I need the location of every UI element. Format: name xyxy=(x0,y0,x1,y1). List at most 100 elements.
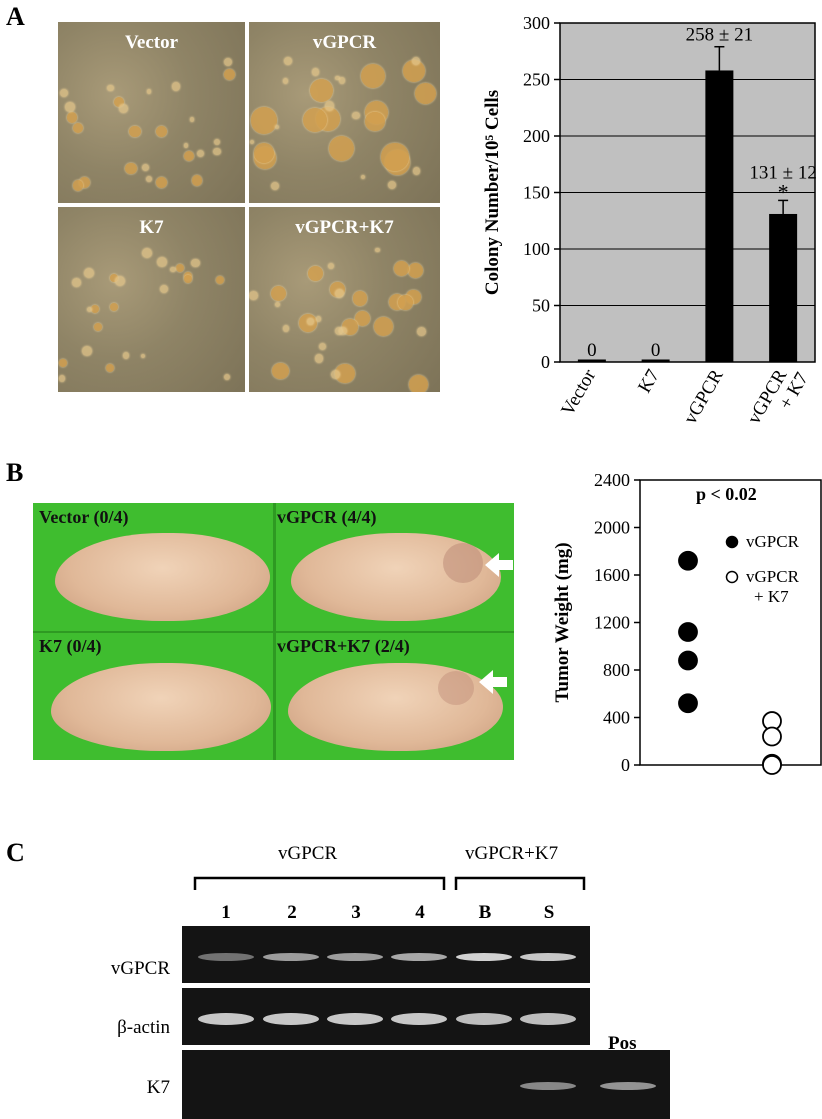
colony-spot xyxy=(353,291,368,306)
gel-band xyxy=(327,953,383,961)
y-tick-label: 200 xyxy=(523,126,550,146)
colony-spot xyxy=(307,318,314,325)
gel-lane-label: 1 xyxy=(221,902,231,923)
colony-spot xyxy=(339,327,348,335)
colony-spot xyxy=(65,102,75,112)
gel-row-label: K7 xyxy=(146,1077,170,1098)
colony-spot xyxy=(66,112,78,123)
mouse-vector xyxy=(55,533,270,621)
colony-spot xyxy=(270,285,287,302)
gel-pos-label: Pos xyxy=(608,1033,637,1054)
gel-strip xyxy=(182,1050,590,1119)
colony-spot xyxy=(118,103,128,113)
colony-spot xyxy=(73,180,84,191)
gel-group-label-vgpcr-k7: vGPCR+K7 xyxy=(465,843,559,864)
colony-bar-chart: 0 50 100 150 200 250 300 Colony Number/10⁵ Cell… xyxy=(482,13,817,438)
colony-spot xyxy=(408,374,428,392)
y-tick-label: 800 xyxy=(603,660,630,680)
colony-spot xyxy=(352,112,360,120)
colony-spot xyxy=(330,369,341,380)
panel-label-b: B xyxy=(6,458,24,487)
colony-spot xyxy=(184,275,193,284)
colony-spot xyxy=(124,162,137,175)
colony-spot xyxy=(155,176,168,189)
colony-spot xyxy=(283,78,289,84)
colony-spot xyxy=(403,60,426,83)
colony-spot xyxy=(393,260,410,277)
colony-spot xyxy=(122,351,130,359)
bar xyxy=(705,70,734,363)
panel-label-c: C xyxy=(6,838,25,867)
gel-band xyxy=(263,953,319,961)
colony-spot xyxy=(414,83,436,105)
colony-spot xyxy=(107,84,114,91)
colony-spot xyxy=(189,116,195,122)
colony-spot xyxy=(140,353,145,358)
micrograph-label: K7 xyxy=(139,217,164,238)
colony-spot xyxy=(183,143,189,148)
y-tick-label: 2000 xyxy=(594,518,630,538)
colony-spot xyxy=(365,112,385,132)
colony-spot xyxy=(114,97,125,108)
colony-spot xyxy=(175,263,184,272)
tumor-mass xyxy=(438,671,474,705)
colony-spot xyxy=(303,107,328,132)
colony-spot xyxy=(397,295,413,311)
mouse-label: K7 (0/4) xyxy=(39,636,102,656)
x-tick-label: K7 xyxy=(634,366,664,397)
gel-lane-label: 3 xyxy=(351,902,361,923)
y-axis-label: Colony Number/10⁵ Cells xyxy=(482,90,503,295)
colony-spot xyxy=(59,88,68,97)
colony-spot xyxy=(387,180,397,190)
y-tick-label: 50 xyxy=(532,296,550,316)
data-point xyxy=(678,550,698,571)
y-tick-label: 150 xyxy=(523,183,550,203)
colony-spot xyxy=(73,122,84,134)
colony-spot xyxy=(58,359,67,368)
gel-lane-label: B xyxy=(478,902,492,923)
colony-spot xyxy=(213,148,221,156)
colony-spot xyxy=(335,75,340,81)
mouse-label: Vector (0/4) xyxy=(39,507,129,527)
mouse-label: vGPCR (4/4) xyxy=(277,507,377,527)
colony-spot xyxy=(412,167,421,175)
colony-spot xyxy=(416,327,426,337)
micrograph-vector: Vector xyxy=(58,22,245,203)
colony-spot xyxy=(354,310,371,327)
tumor-weight-chart: 0 400 800 1200 1600 2000 2400 Tumor Weight (mg)… xyxy=(552,470,822,775)
significance-marker: * xyxy=(778,179,789,204)
colony-spot xyxy=(250,107,278,134)
data-point xyxy=(678,650,698,671)
colony-spot xyxy=(72,277,81,287)
colony-spot xyxy=(361,64,386,89)
colony-spot xyxy=(327,262,334,269)
bar-value-label: 0 xyxy=(651,340,661,361)
x-tick-label: vGPCR+ K7 xyxy=(744,359,813,438)
bar-value-label: 131 ± 12 xyxy=(749,162,816,183)
gel-band xyxy=(391,1013,447,1025)
gel-lane-label: S xyxy=(543,902,555,923)
gel-strip xyxy=(182,926,590,983)
gel-band xyxy=(520,1082,576,1090)
gel-image xyxy=(182,926,670,1119)
colony-spot xyxy=(141,164,149,172)
plot-area xyxy=(639,479,822,766)
colony-spot xyxy=(284,57,292,65)
colony-spot xyxy=(82,345,92,356)
colony-spot xyxy=(190,258,200,268)
colony-spot xyxy=(334,289,344,299)
colony-spot xyxy=(146,175,153,182)
tumor-mass xyxy=(443,543,483,583)
arrow-icon xyxy=(485,553,513,577)
colony-spot xyxy=(334,363,355,384)
micrograph-label: Vector xyxy=(124,32,179,53)
gel-group-brackets xyxy=(193,876,586,890)
p-value-annotation: p < 0.02 xyxy=(696,484,757,504)
colony-spot xyxy=(335,326,344,335)
colony-spot xyxy=(197,149,205,157)
colony-spot xyxy=(373,316,394,337)
colony-spot xyxy=(361,175,366,180)
legend-marker xyxy=(725,535,739,549)
colony-spot xyxy=(86,306,93,313)
colony-spot xyxy=(156,125,168,138)
